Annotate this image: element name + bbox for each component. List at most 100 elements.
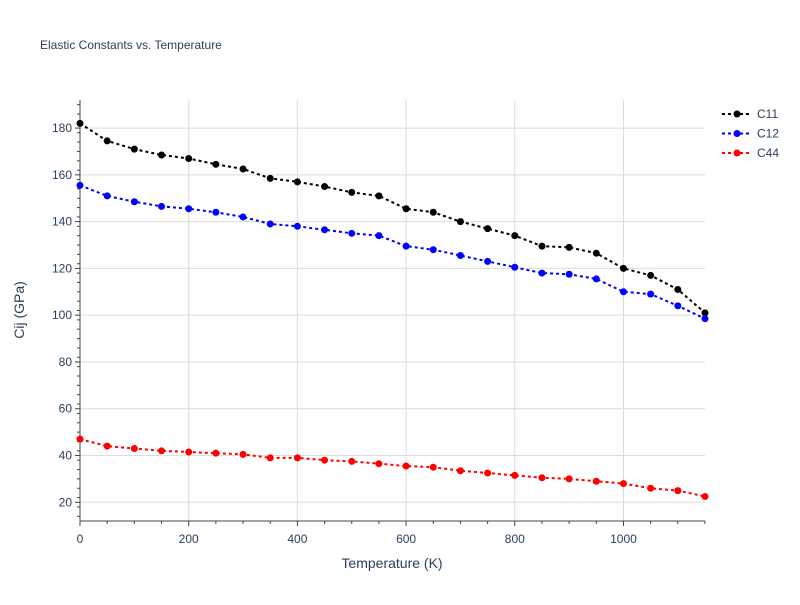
data-point-c44 — [484, 469, 492, 477]
x-tick-label: 1000 — [610, 532, 637, 546]
data-point-c12 — [674, 302, 682, 310]
data-point-c44 — [619, 480, 627, 488]
data-point-c12 — [484, 257, 492, 265]
data-point-c12 — [647, 290, 655, 298]
x-axis-title: Temperature (K) — [341, 555, 442, 571]
data-point-c11 — [239, 165, 247, 173]
data-point-c12 — [538, 269, 546, 277]
y-tick-label: 160 — [52, 168, 72, 182]
data-point-c12 — [239, 213, 247, 221]
data-point-c11 — [429, 208, 437, 216]
data-point-c44 — [158, 447, 166, 455]
data-point-c11 — [456, 218, 464, 226]
data-point-c44 — [456, 467, 464, 475]
data-point-c12 — [103, 192, 111, 200]
y-axis-title: Cij (GPa) — [11, 281, 27, 339]
ticks: 0 200 400 600 800 1000 20 40 60 80 100 120 140 160 180 — [52, 104, 706, 546]
data-point-c44 — [701, 492, 709, 500]
data-point-c44 — [103, 442, 111, 450]
legend-item-c12: C12 — [722, 127, 779, 141]
data-point-c44 — [293, 454, 301, 462]
chart-title: Elastic Constants vs. Temperature — [40, 38, 222, 52]
data-point-c44 — [674, 487, 682, 495]
data-point-c11 — [647, 271, 655, 279]
y-tick-label: 140 — [52, 215, 72, 229]
data-point-c11 — [701, 309, 709, 317]
data-point-c44 — [130, 444, 138, 452]
data-point-c11 — [212, 160, 220, 168]
data-point-c12 — [212, 208, 220, 216]
series-line-c12 — [79, 184, 706, 320]
legend-swatch-marker — [733, 110, 741, 118]
series-c11 — [76, 119, 709, 317]
x-tick-label: 600 — [396, 532, 416, 546]
data-point-c44 — [239, 450, 247, 458]
data-point-c44 — [266, 454, 274, 462]
legend-item-c44: C44 — [722, 146, 779, 160]
data-point-c11 — [103, 137, 111, 145]
data-point-c44 — [212, 449, 220, 457]
grid — [80, 100, 705, 521]
data-point-c11 — [402, 205, 410, 213]
series — [76, 119, 709, 500]
data-point-c11 — [375, 192, 383, 200]
data-point-c12 — [402, 242, 410, 250]
data-point-c11 — [619, 264, 627, 272]
data-point-c44 — [185, 448, 193, 456]
legend-label: C12 — [757, 127, 779, 141]
data-point-c44 — [76, 435, 84, 443]
data-point-c12 — [429, 246, 437, 254]
data-point-c44 — [402, 462, 410, 470]
data-point-c12 — [185, 205, 193, 213]
legend: C11 C12 C44 — [722, 107, 779, 160]
axes — [79, 100, 705, 522]
data-point-c12 — [158, 202, 166, 210]
legend-label: C44 — [757, 146, 779, 160]
data-point-c44 — [592, 477, 600, 485]
data-point-c12 — [701, 315, 709, 323]
y-tick-label: 20 — [59, 495, 73, 509]
data-point-c12 — [266, 220, 274, 228]
data-point-c44 — [348, 457, 356, 465]
data-point-c11 — [76, 119, 84, 127]
data-point-c12 — [375, 232, 383, 240]
data-point-c12 — [130, 198, 138, 206]
x-tick-label: 400 — [287, 532, 307, 546]
y-tick-label: 80 — [59, 355, 73, 369]
data-point-c12 — [76, 181, 84, 189]
data-point-c11 — [511, 232, 519, 240]
data-point-c44 — [511, 471, 519, 479]
legend-label: C11 — [757, 107, 778, 121]
legend-swatch-marker — [733, 130, 741, 137]
data-point-c11 — [185, 154, 193, 162]
x-tick-label: 800 — [505, 532, 525, 546]
data-point-c12 — [456, 252, 464, 260]
x-tick-label: 0 — [77, 532, 84, 546]
data-point-c12 — [511, 263, 519, 271]
y-tick-label: 40 — [59, 449, 73, 463]
data-point-c44 — [647, 484, 655, 492]
data-point-c44 — [565, 475, 573, 483]
data-point-c11 — [293, 178, 301, 186]
data-point-c12 — [565, 270, 573, 278]
data-point-c12 — [592, 275, 600, 283]
data-point-c11 — [158, 151, 166, 159]
y-tick-label: 180 — [52, 121, 72, 135]
data-point-c11 — [130, 145, 138, 153]
data-point-c44 — [429, 463, 437, 471]
data-point-c11 — [674, 285, 682, 293]
legend-swatch-marker — [733, 149, 741, 157]
legend-item-c11: C11 — [722, 107, 778, 121]
series-line-c44 — [79, 438, 706, 498]
y-tick-label: 60 — [59, 402, 73, 416]
data-point-c44 — [321, 456, 329, 464]
y-tick-label: 100 — [52, 308, 72, 322]
data-point-c11 — [348, 188, 356, 196]
data-point-c12 — [348, 229, 356, 237]
series-line-c11 — [79, 122, 706, 314]
data-point-c12 — [293, 222, 301, 230]
data-point-c12 — [321, 226, 329, 234]
data-point-c11 — [321, 183, 329, 191]
